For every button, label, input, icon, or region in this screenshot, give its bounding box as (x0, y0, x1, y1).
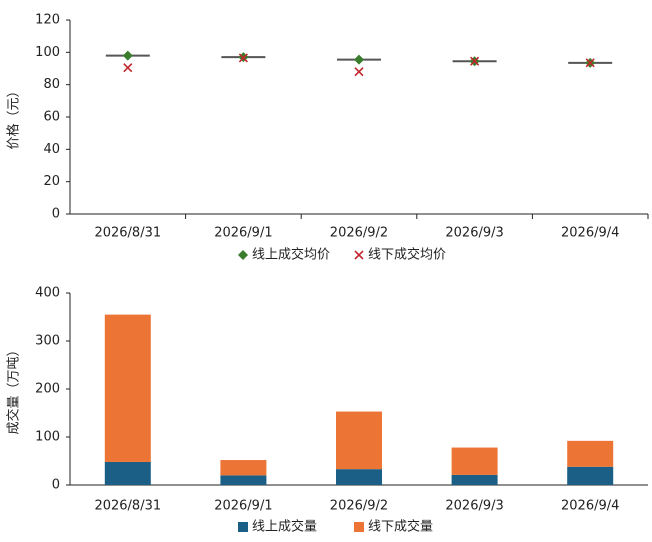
legend-swatch (354, 522, 364, 532)
point (123, 63, 133, 73)
bar (336, 469, 382, 485)
bar (104, 314, 151, 462)
y-tick-label: 0 (52, 478, 60, 493)
point (354, 54, 364, 65)
point (585, 58, 595, 68)
x-tick-label: 2026/9/1 (214, 499, 272, 514)
x-tick-label: 2026/9/3 (445, 226, 503, 241)
bar (220, 460, 267, 476)
legend-label: 线上成交量 (252, 519, 317, 535)
point (354, 67, 364, 77)
y-tick-label: 100 (35, 45, 60, 60)
y-tick-label: 60 (43, 110, 60, 125)
y-tick-label: 400 (35, 286, 60, 301)
point (122, 50, 133, 61)
y-axis-label: 价格（元） (6, 84, 22, 149)
x-tick-label: 2026/9/4 (561, 499, 619, 514)
y-tick-label: 100 (35, 430, 60, 445)
bar (567, 440, 614, 467)
legend-label: 线下成交量 (368, 519, 433, 535)
bar (451, 447, 498, 475)
y-tick-label: 0 (52, 207, 60, 222)
bar (104, 461, 151, 485)
legend-label: 线上成交均价 (252, 247, 330, 263)
bar (451, 474, 498, 485)
point (470, 56, 480, 66)
bar (567, 466, 614, 485)
bar (336, 411, 382, 470)
bar (220, 475, 267, 485)
x-tick-label: 2026/9/2 (330, 226, 388, 241)
y-tick-label: 120 (35, 13, 60, 28)
y-tick-label: 200 (35, 382, 60, 397)
y-tick-label: 300 (35, 334, 60, 349)
legend-swatch (238, 522, 248, 532)
legend-label: 线下成交均价 (368, 247, 446, 263)
x-tick-label: 2026/9/4 (561, 226, 619, 241)
y-tick-label: 40 (43, 142, 60, 157)
y-tick-label: 80 (43, 77, 60, 92)
x-tick-label: 2026/9/2 (330, 499, 388, 514)
x-tick-label: 2026/8/31 (94, 499, 161, 514)
x-tick-label: 2026/8/31 (94, 226, 161, 241)
point (238, 53, 248, 63)
x-tick-label: 2026/9/3 (445, 499, 503, 514)
y-tick-label: 20 (43, 174, 60, 189)
x-tick-label: 2026/9/1 (214, 226, 272, 241)
legend-marker (238, 250, 248, 260)
y-axis-label: 成交量（万吨） (6, 343, 22, 434)
legend-marker (354, 250, 364, 260)
